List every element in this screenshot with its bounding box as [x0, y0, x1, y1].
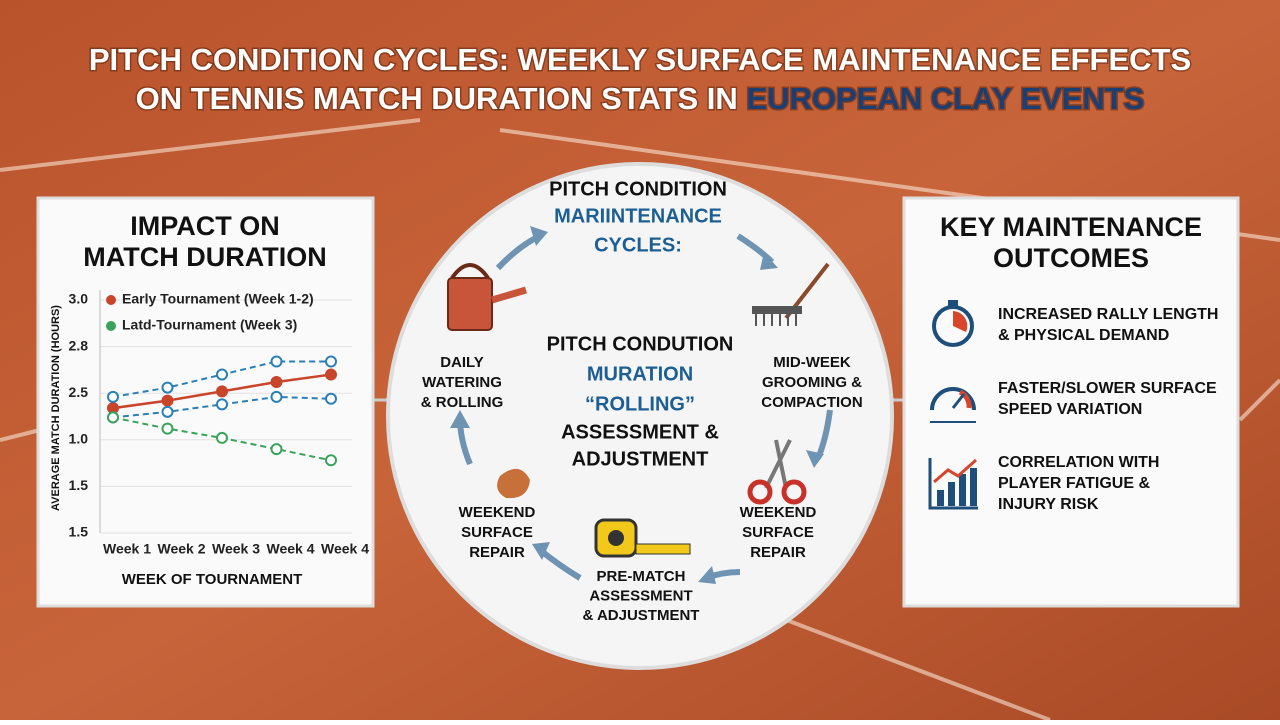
clay-icon — [497, 468, 530, 499]
outcome-text: & PHYSICAL DEMAND — [998, 327, 1169, 344]
cycle-center: “ROLLING” — [585, 393, 695, 415]
panel-title: OUTCOMES — [993, 243, 1149, 273]
step-label: WEEKEND — [459, 504, 536, 521]
series-line — [112, 395, 332, 419]
step-label: REPAIR — [750, 544, 806, 561]
step-label: SURFACE — [742, 524, 814, 541]
cycle-title: CYCLES: — [594, 234, 682, 256]
y-axis-label: AVERAGE MATCH DURATION (HOURS) — [50, 305, 62, 511]
outcomes-panel — [902, 196, 1240, 608]
step-label: COMPACTION — [761, 394, 862, 411]
watering-can-icon — [447, 263, 527, 331]
scissors-icon — [747, 439, 807, 505]
data-point — [325, 355, 337, 368]
step-label: SURFACE — [461, 524, 533, 541]
cycle-center: PITCH CONDUTION — [547, 333, 734, 355]
legend-swatch — [106, 295, 116, 305]
x-axis-label: WEEK OF TOURNAMENT — [122, 571, 303, 588]
title-line: PITCH CONDITION CYCLES: WEEKLY SURFACE M… — [89, 42, 1191, 77]
data-point — [270, 390, 283, 403]
x-tick-label: Week 4 — [321, 541, 369, 557]
title-highlight: EUROPEAN CLAY EVENTS — [746, 81, 1144, 116]
y-tick-label: 2.8 — [69, 337, 89, 353]
panel-title: MATCH DURATION — [83, 242, 326, 272]
outcome-text: PLAYER FATIGUE & — [998, 475, 1150, 492]
cycle-center: ADJUSTMENT — [572, 448, 709, 470]
y-tick-label: 1.5 — [69, 524, 89, 540]
data-point — [270, 355, 283, 368]
y-tick-label: 1.5 — [69, 477, 89, 493]
outcome-text: FASTER/SLOWER SURFACE — [998, 380, 1217, 397]
legend-swatch — [106, 321, 116, 331]
data-point — [161, 405, 174, 418]
y-tick-label: 2.5 — [69, 384, 89, 400]
chart-panel — [36, 196, 375, 608]
data-point — [325, 392, 337, 405]
data-point — [107, 411, 119, 424]
data-point — [216, 398, 228, 411]
data-point — [161, 422, 174, 435]
cycle-title: MARIINTENANCE — [554, 205, 722, 227]
data-point — [325, 368, 337, 381]
outcome-text: INJURY RISK — [998, 496, 1099, 513]
step-label: WEEKEND — [740, 504, 817, 521]
y-tick-label: 3.0 — [69, 291, 89, 307]
x-tick-label: Week 4 — [267, 541, 315, 557]
legend-label: Latd-Tournament (Week 3) — [122, 317, 297, 333]
step-label: GROOMING & — [762, 374, 862, 391]
data-point — [216, 385, 228, 398]
tape-icon — [594, 518, 691, 558]
outcome-text: INCREASED RALLY LENGTH — [998, 306, 1218, 323]
data-point — [107, 390, 119, 403]
outcome-list: INCREASED RALLY LENGTH & PHYSICAL DEMAND F… — [998, 306, 1218, 513]
cycle-center: MURATION — [587, 363, 693, 385]
step-label: ASSESSMENT — [589, 587, 692, 604]
x-tick-label: Week 3 — [212, 541, 260, 557]
rake-icon — [752, 262, 830, 326]
data-point — [270, 443, 283, 456]
panel-title: KEY MAINTENANCE — [940, 212, 1202, 242]
x-tick-label: Week 2 — [158, 541, 206, 557]
data-point — [161, 381, 174, 394]
title-line: ON TENNIS MATCH DURATION STATS IN EUROPE… — [136, 81, 1145, 116]
data-point — [325, 454, 337, 467]
step-label: DAILY — [440, 354, 484, 371]
title-part: ON TENNIS MATCH DURATION STATS IN — [136, 81, 747, 116]
data-point — [161, 394, 174, 407]
step-label: & ADJUSTMENT — [583, 607, 700, 624]
panel-title: IMPACT ON — [130, 211, 280, 241]
step-label: REPAIR — [469, 544, 525, 561]
arrow-heads — [450, 226, 824, 584]
gauge-icon — [930, 387, 976, 423]
stopwatch-icon — [932, 300, 974, 347]
y-tick-label: 1.0 — [69, 431, 89, 447]
cycle-center: ASSESSMENT & — [561, 421, 719, 443]
data-point — [270, 376, 283, 389]
step-label: WATERING — [422, 374, 502, 391]
data-point — [216, 431, 228, 444]
outcome-text: SPEED VARIATION — [998, 401, 1142, 418]
legend-label: Early Tournament (Week 1-2) — [122, 291, 314, 307]
x-tick-label: Week 1 — [103, 541, 151, 557]
growth-chart-icon — [928, 458, 978, 510]
step-label: & ROLLING — [421, 394, 504, 411]
cycle-title: PITCH CONDITION — [549, 178, 727, 200]
outcome-text: CORRELATION WITH — [998, 454, 1159, 471]
step-label: PRE-MATCH — [597, 568, 686, 585]
line-chart: 3.0 2.8 2.5 1.0 1.5 1.5 Week 1 Week 2 Week 3 Week… — [50, 290, 369, 588]
cycle-labels: PITCH CONDITION MARIINTENANCE CYCLES: PITCH… — [421, 178, 863, 624]
step-label: MID-WEEK — [773, 354, 851, 371]
data-point — [216, 368, 228, 381]
